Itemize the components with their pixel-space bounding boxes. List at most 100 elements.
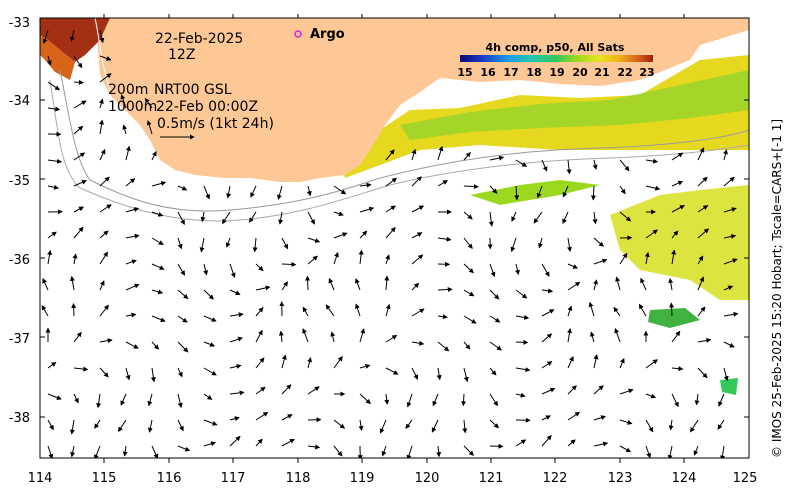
current-arrow xyxy=(307,237,321,243)
current-arrow xyxy=(723,285,734,291)
sst-small-patch xyxy=(720,378,738,395)
current-arrow xyxy=(697,255,704,265)
time-label: 12Z xyxy=(168,47,195,63)
current-arrow xyxy=(385,335,398,343)
current-arrow xyxy=(47,106,61,112)
current-arrow xyxy=(669,302,675,317)
current-arrow xyxy=(203,393,213,400)
current-arrow xyxy=(281,281,288,291)
current-arrow xyxy=(281,237,289,250)
current-arrow xyxy=(384,275,390,291)
current-arrow xyxy=(489,341,502,351)
current-arrow xyxy=(177,419,184,432)
current-arrow xyxy=(541,159,548,172)
current-arrow xyxy=(99,119,105,135)
current-arrow xyxy=(229,312,244,318)
current-arrow xyxy=(99,280,105,291)
current-arrow xyxy=(510,237,517,253)
current-arrow xyxy=(307,211,315,225)
current-arrow xyxy=(47,419,54,431)
current-arrow xyxy=(385,254,390,265)
current-arrow xyxy=(562,211,569,225)
current-arrow xyxy=(437,314,448,320)
current-arrow xyxy=(567,439,576,447)
current-arrow xyxy=(697,228,710,239)
current-arrow xyxy=(99,55,112,61)
current-arrow xyxy=(593,354,599,369)
current-arrow xyxy=(151,237,164,245)
lon-tick-label: 120 xyxy=(415,471,440,486)
current-arrow xyxy=(723,341,735,348)
current-arrow xyxy=(515,392,526,398)
current-arrow xyxy=(203,367,217,376)
current-arrow xyxy=(41,304,49,317)
current-arrow xyxy=(255,329,263,343)
current-arrow xyxy=(437,145,444,161)
current-arrow xyxy=(405,419,413,429)
current-arrow xyxy=(411,148,417,161)
current-arrow xyxy=(307,386,320,395)
lat-tick-label: -36 xyxy=(9,253,30,268)
current-arrow xyxy=(697,176,708,187)
current-arrow xyxy=(645,359,658,369)
current-arrow xyxy=(69,275,75,291)
current-arrow xyxy=(229,416,240,422)
current-arrow xyxy=(73,206,85,213)
current-arrow xyxy=(385,149,395,161)
current-arrow xyxy=(411,176,422,187)
current-arrow xyxy=(151,315,166,323)
current-arrow xyxy=(99,73,112,83)
sst-east-patch xyxy=(610,185,749,300)
current-arrow xyxy=(333,232,348,239)
current-arrow xyxy=(671,205,685,213)
current-arrow xyxy=(562,185,569,198)
date-label: 22-Feb-2025 xyxy=(155,31,243,47)
lon-tick-label: 125 xyxy=(733,471,758,486)
current-arrow xyxy=(437,180,449,187)
lon-tick-label: 124 xyxy=(672,471,697,486)
current-arrow xyxy=(515,314,530,320)
current-arrow xyxy=(255,307,264,317)
current-arrow xyxy=(47,249,53,265)
current-arrow xyxy=(462,419,468,434)
current-arrow xyxy=(147,393,153,407)
current-arrow xyxy=(590,185,596,201)
argo-label: Argo xyxy=(310,27,345,42)
current-arrow xyxy=(177,237,183,250)
colorbar-ticks: 15 16 17 18 19 20 21 22 23 xyxy=(457,66,654,79)
current-arrow xyxy=(47,158,63,164)
current-arrow xyxy=(613,306,621,317)
current-arrow xyxy=(723,207,737,213)
lat-tick-label: -38 xyxy=(9,411,30,426)
current-arrow xyxy=(432,393,439,407)
current-arrow xyxy=(249,211,257,223)
current-arrow xyxy=(302,306,309,317)
current-arrow xyxy=(330,331,336,343)
current-arrow xyxy=(94,445,101,458)
current-arrow xyxy=(411,254,424,265)
current-arrow xyxy=(73,226,84,239)
colorbar-tick: 20 xyxy=(572,66,588,79)
current-arrow xyxy=(489,289,500,300)
current-arrow xyxy=(385,367,399,375)
current-arrow xyxy=(385,226,396,239)
current-arrow xyxy=(463,315,477,324)
current-arrow xyxy=(226,185,232,199)
current-arrow xyxy=(281,438,295,447)
current-arrow xyxy=(73,55,83,69)
current-arrow xyxy=(489,367,497,376)
current-arrow xyxy=(151,263,165,270)
current-arrow xyxy=(437,287,453,293)
current-arrow xyxy=(73,152,86,161)
current-arrow xyxy=(125,178,136,187)
lat-tick-label: -34 xyxy=(9,94,30,109)
current-arrow xyxy=(645,393,657,399)
current-arrow xyxy=(592,211,598,225)
current-arrow xyxy=(125,283,140,291)
current-arrow xyxy=(177,185,188,191)
speed-scale-label: 0.5m/s (1kt 24h) xyxy=(157,116,274,132)
current-arrow xyxy=(99,367,109,378)
current-arrow xyxy=(42,278,49,291)
current-arrow xyxy=(125,312,137,318)
current-arrow xyxy=(593,279,598,291)
